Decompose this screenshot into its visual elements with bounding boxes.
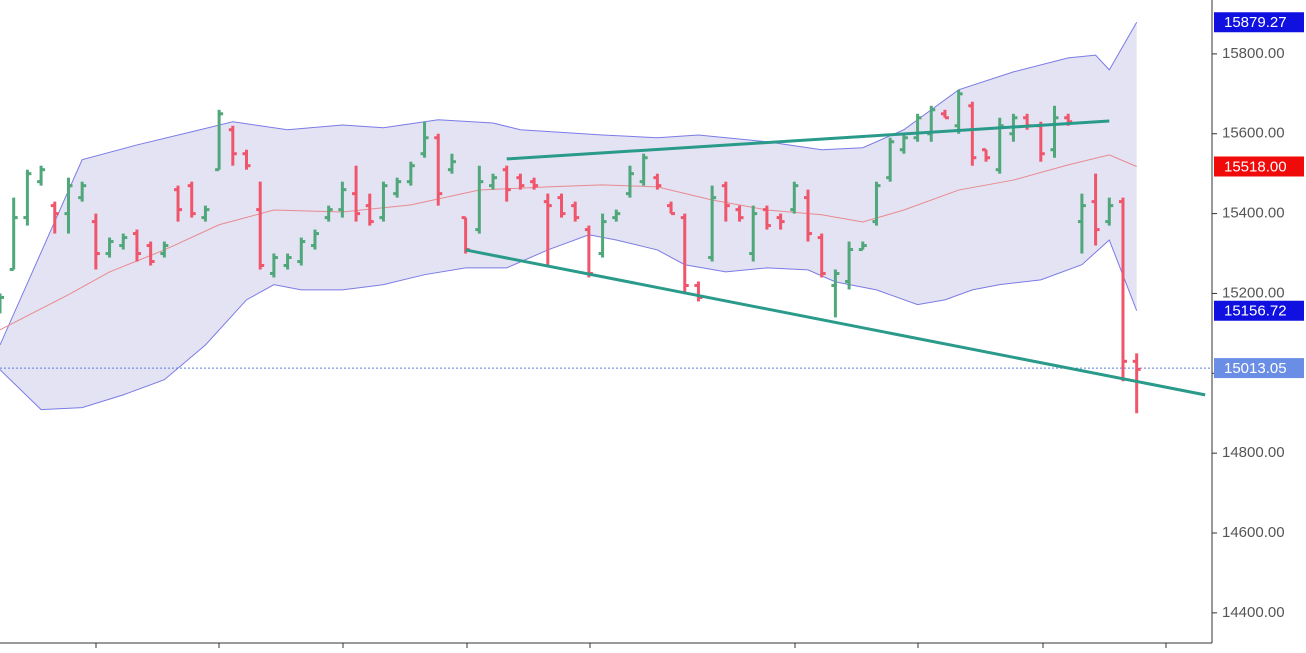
ohlc-bar xyxy=(64,177,73,234)
price-label: 15013.05 xyxy=(1224,360,1287,377)
ohlc-bar xyxy=(804,189,812,242)
price-label-box xyxy=(1214,156,1304,177)
ohlc-bar xyxy=(1091,173,1100,246)
ohlc-bar xyxy=(817,233,826,278)
ohlc-bar xyxy=(434,133,443,206)
ohlc-bar xyxy=(475,165,484,234)
ohlc-bar xyxy=(256,181,265,270)
ohlc-bar xyxy=(1105,197,1114,226)
x-ticks xyxy=(95,643,1167,648)
ohlc-bar xyxy=(954,89,963,134)
y-tick-label: 14400.00 xyxy=(1222,604,1285,621)
price-label-box xyxy=(1214,12,1304,33)
ohlc-bar xyxy=(1050,105,1059,158)
ohlc-bar xyxy=(489,173,498,190)
ohlc-bar xyxy=(1118,197,1127,382)
ohlc-bar xyxy=(831,269,840,318)
ohlc-bar xyxy=(571,201,580,222)
trendline xyxy=(465,248,1206,397)
ohlc-bar xyxy=(735,205,744,222)
ohlc-bar xyxy=(324,205,333,222)
band-upper xyxy=(0,22,1138,346)
ohlc-bar xyxy=(1132,353,1141,414)
price-label: 15518.00 xyxy=(1224,158,1287,175)
ohlc-bar xyxy=(379,181,388,222)
ohlc-bar xyxy=(762,205,771,230)
ohlc-bar xyxy=(269,253,278,278)
ohlc-bar xyxy=(297,237,306,266)
y-tick-label: 15800.00 xyxy=(1222,45,1285,62)
band-fill xyxy=(0,22,1137,410)
ohlc-bar xyxy=(105,237,114,258)
ohlc-bar xyxy=(612,209,621,222)
ohlc-bar xyxy=(283,253,292,270)
ohlc-bar xyxy=(913,113,922,142)
plot-area xyxy=(0,22,1212,414)
ohlc-bar xyxy=(680,213,689,294)
ohlc-bar xyxy=(886,137,895,182)
ohlc-bar xyxy=(50,201,59,234)
ohlc-bar xyxy=(667,201,676,216)
y-tick-label: 14800.00 xyxy=(1222,444,1285,461)
y-tick-label: 14600.00 xyxy=(1222,524,1285,541)
ohlc-bar xyxy=(78,181,87,202)
y-tick-label: 15400.00 xyxy=(1222,205,1285,222)
ohlc-bar xyxy=(708,185,717,262)
y-tick-label: 15600.00 xyxy=(1222,125,1285,142)
ohlc-bar xyxy=(23,169,32,226)
ohlc-bar xyxy=(37,165,46,186)
ohlc-bar xyxy=(845,241,854,290)
ohlc-bar xyxy=(0,293,4,314)
ohlc-bar xyxy=(187,181,196,218)
ohlc-bar xyxy=(310,229,319,250)
ohlc-bar xyxy=(749,205,758,262)
ohlc-bar xyxy=(790,181,799,214)
trendline xyxy=(506,119,1110,161)
ohlc-bar xyxy=(694,281,703,302)
ohlc-bar xyxy=(146,241,155,266)
ohlc-bar xyxy=(543,193,552,266)
ohlc-bar xyxy=(639,153,648,186)
price-label-box xyxy=(1214,358,1304,379)
ohlc-bar xyxy=(215,109,224,172)
ohlc-bar xyxy=(447,153,456,174)
ohlc-bar xyxy=(365,193,374,226)
ohlc-bar xyxy=(338,181,347,218)
ohlc-bar xyxy=(91,213,100,270)
ohlc-bar xyxy=(625,165,634,198)
ohlc-bar xyxy=(776,213,785,230)
ohlc-bar xyxy=(352,165,361,222)
ohlc-bar xyxy=(721,181,730,222)
ohlc-bar xyxy=(502,165,511,202)
ohlc-bar xyxy=(858,241,867,252)
ohlc-bar xyxy=(872,181,881,226)
ohlc-bar xyxy=(160,241,169,258)
price-label-box xyxy=(1214,300,1304,321)
ohlc-bar xyxy=(598,213,607,258)
ohlc-bar xyxy=(9,197,18,272)
y-tick-label: 15200.00 xyxy=(1222,284,1285,301)
ohlc-bar xyxy=(653,173,662,190)
ohlc-bar xyxy=(899,133,908,154)
ohlc-bar xyxy=(406,161,415,186)
ohlc-bar xyxy=(393,177,402,198)
price-label: 15156.72 xyxy=(1224,303,1287,320)
ohlc-bar xyxy=(132,229,141,262)
price-label: 15879.27 xyxy=(1224,14,1287,31)
ohlc-bar xyxy=(982,148,991,162)
ohlc-bar xyxy=(242,149,251,170)
ohlc-bar xyxy=(516,173,525,190)
ohlc-bar xyxy=(968,101,977,166)
ohlc-bar xyxy=(119,233,128,250)
ohlc-bar xyxy=(940,109,949,120)
ohlc-bar xyxy=(557,193,566,218)
ohlc-bar xyxy=(174,185,183,222)
ohlc-bar xyxy=(228,125,237,166)
ohlc-bar xyxy=(530,177,539,190)
ohlc-bar xyxy=(420,121,429,158)
ohlc-bar xyxy=(1077,193,1086,254)
ohlc-bar xyxy=(201,205,210,222)
